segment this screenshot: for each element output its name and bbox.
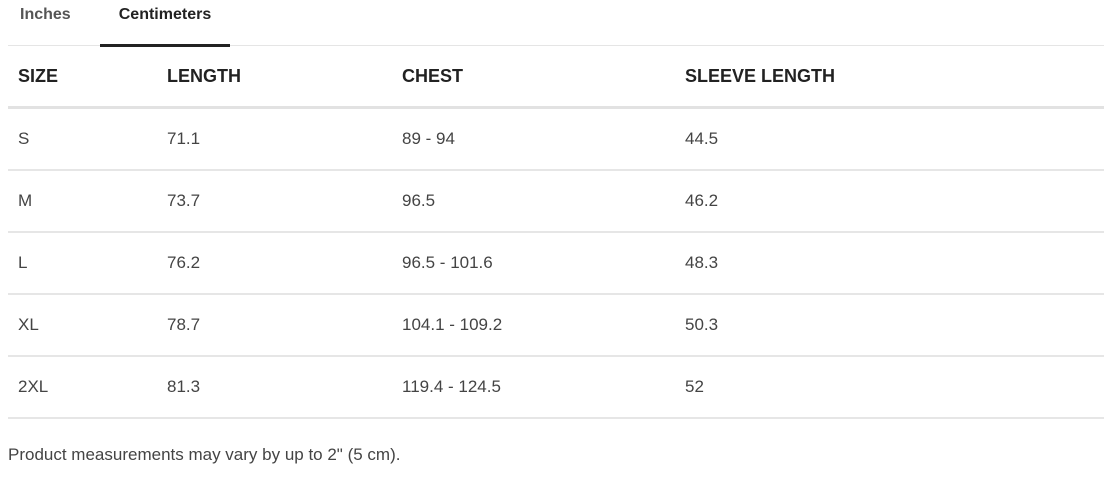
- size-chart-table: SIZE LENGTH CHEST SLEEVE LENGTH S 71.1 89 …: [8, 46, 1104, 419]
- cell-size: M: [8, 170, 167, 233]
- table-header-row: SIZE LENGTH CHEST SLEEVE LENGTH: [8, 46, 1104, 109]
- cell-length: 71.1: [167, 107, 402, 171]
- cell-chest: 119.4 - 124.5: [402, 356, 685, 419]
- table-row: XL 78.7 104.1 - 109.2 50.3: [8, 294, 1104, 357]
- cell-size: S: [8, 107, 167, 171]
- cell-chest: 89 - 94: [402, 107, 685, 171]
- cell-length: 78.7: [167, 294, 402, 357]
- header-size: SIZE: [8, 46, 167, 109]
- cell-sleeve-length: 48.3: [685, 232, 1104, 295]
- measurement-note: Product measurements may vary by up to 2…: [8, 445, 401, 464]
- cell-length: 76.2: [167, 232, 402, 295]
- cell-sleeve-length: 44.5: [685, 107, 1104, 171]
- cell-size: XL: [8, 294, 167, 357]
- tab-centimeters[interactable]: Centimeters: [100, 6, 230, 47]
- header-chest: CHEST: [402, 46, 685, 109]
- cell-chest: 104.1 - 109.2: [402, 294, 685, 357]
- cell-length: 81.3: [167, 356, 402, 419]
- tab-inches[interactable]: Inches: [20, 6, 71, 23]
- header-sleeve-length: SLEEVE LENGTH: [685, 46, 1104, 109]
- cell-length: 73.7: [167, 170, 402, 233]
- header-length: LENGTH: [167, 46, 402, 109]
- cell-sleeve-length: 50.3: [685, 294, 1104, 357]
- cell-sleeve-length: 52: [685, 356, 1104, 419]
- cell-size: L: [8, 232, 167, 295]
- cell-sleeve-length: 46.2: [685, 170, 1104, 233]
- table-row: 2XL 81.3 119.4 - 124.5 52: [8, 356, 1104, 419]
- unit-tabs: Inches Centimeters: [8, 0, 1104, 47]
- table-row: L 76.2 96.5 - 101.6 48.3: [8, 232, 1104, 295]
- table-row: S 71.1 89 - 94 44.5: [8, 107, 1104, 171]
- cell-chest: 96.5: [402, 170, 685, 233]
- cell-chest: 96.5 - 101.6: [402, 232, 685, 295]
- cell-size: 2XL: [8, 356, 167, 419]
- table-row: M 73.7 96.5 46.2: [8, 170, 1104, 233]
